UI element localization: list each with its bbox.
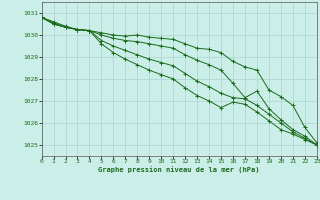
X-axis label: Graphe pression niveau de la mer (hPa): Graphe pression niveau de la mer (hPa) bbox=[99, 166, 260, 173]
